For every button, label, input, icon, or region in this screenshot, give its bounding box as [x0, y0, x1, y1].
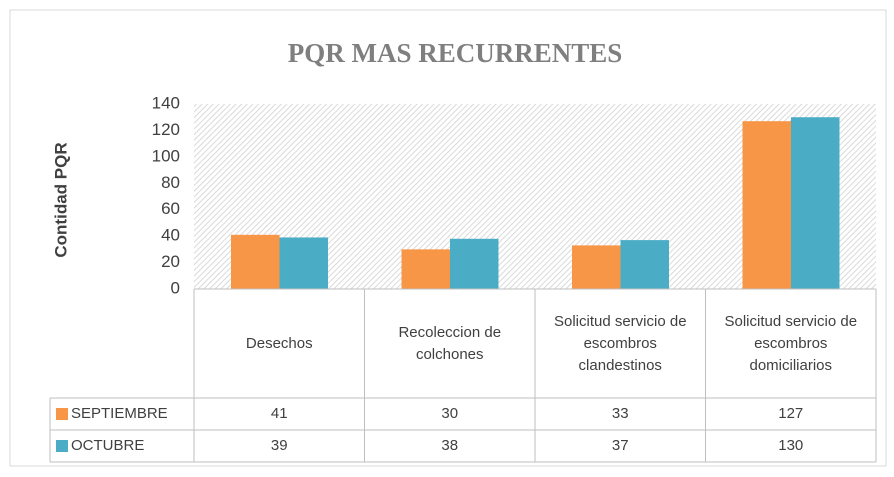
- legend-swatch: [56, 408, 68, 420]
- table-value: 37: [612, 437, 629, 454]
- y-tick-label: 20: [161, 252, 180, 271]
- bar: [572, 245, 621, 289]
- bar: [742, 121, 791, 289]
- bar: [279, 237, 328, 289]
- bar: [450, 238, 499, 289]
- table-value: 30: [441, 405, 458, 422]
- table-value: 127: [778, 405, 803, 422]
- y-tick-label: 0: [171, 278, 180, 297]
- table-value: 38: [441, 437, 458, 454]
- bar: [231, 234, 280, 289]
- table-value: 39: [271, 437, 288, 454]
- y-tick-label: 120: [152, 120, 180, 139]
- chart-title: PQR MAS RECURRENTES: [288, 38, 623, 68]
- bar: [401, 249, 450, 289]
- y-tick-label: 80: [161, 173, 180, 192]
- y-tick-label: 40: [161, 226, 180, 245]
- table-value: 33: [612, 405, 629, 422]
- table-value: 130: [778, 437, 803, 454]
- y-tick-label: 100: [152, 146, 180, 165]
- x-tick-label: Solicitud servicio de escombros domicili…: [724, 312, 858, 374]
- y-tick-label: 140: [152, 93, 180, 112]
- legend-label: OCTUBRE: [71, 437, 144, 454]
- x-tick-label: Desechos: [245, 334, 313, 352]
- y-axis-label: Contidad PQR: [51, 142, 70, 257]
- legend-label: SEPTIEMBRE: [71, 405, 168, 422]
- table-value: 41: [271, 405, 288, 422]
- x-tick-label: Recoleccion de colchones: [398, 323, 502, 363]
- x-tick-label: Solicitud servicio de escombros clandest…: [553, 312, 687, 374]
- y-tick-label: 60: [161, 199, 180, 218]
- legend-swatch: [56, 440, 68, 452]
- bar: [791, 117, 840, 289]
- bar: [620, 240, 669, 289]
